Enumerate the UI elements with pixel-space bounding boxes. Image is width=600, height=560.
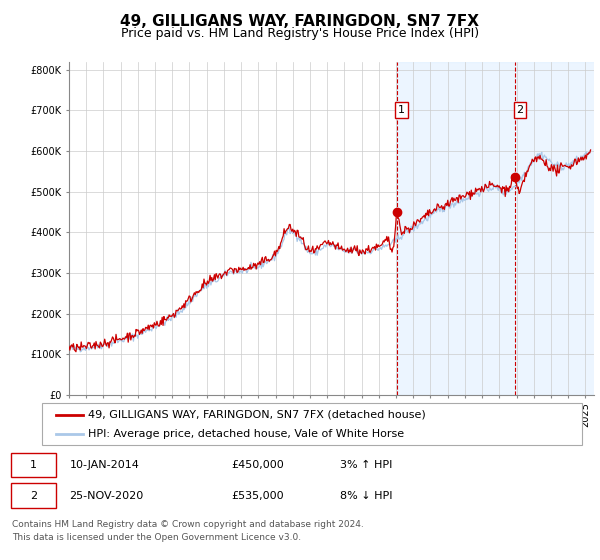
Text: 25-NOV-2020: 25-NOV-2020: [70, 491, 144, 501]
Text: 8% ↓ HPI: 8% ↓ HPI: [340, 491, 393, 501]
Text: 1: 1: [398, 105, 405, 115]
Text: £450,000: £450,000: [231, 460, 284, 470]
Bar: [397, 62, 600, 395]
Text: £535,000: £535,000: [231, 491, 284, 501]
Text: 2: 2: [30, 491, 37, 501]
Text: 49, GILLIGANS WAY, FARINGDON, SN7 7FX: 49, GILLIGANS WAY, FARINGDON, SN7 7FX: [121, 14, 479, 29]
Text: This data is licensed under the Open Government Licence v3.0.: This data is licensed under the Open Gov…: [12, 533, 301, 542]
Text: Price paid vs. HM Land Registry's House Price Index (HPI): Price paid vs. HM Land Registry's House …: [121, 27, 479, 40]
FancyBboxPatch shape: [42, 403, 582, 445]
FancyBboxPatch shape: [11, 452, 56, 477]
Text: 2: 2: [517, 105, 524, 115]
FancyBboxPatch shape: [11, 483, 56, 508]
Text: 10-JAN-2014: 10-JAN-2014: [70, 460, 139, 470]
Text: HPI: Average price, detached house, Vale of White Horse: HPI: Average price, detached house, Vale…: [88, 429, 404, 439]
Text: Contains HM Land Registry data © Crown copyright and database right 2024.: Contains HM Land Registry data © Crown c…: [12, 520, 364, 529]
Text: 3% ↑ HPI: 3% ↑ HPI: [340, 460, 392, 470]
Text: 1: 1: [30, 460, 37, 470]
Text: 49, GILLIGANS WAY, FARINGDON, SN7 7FX (detached house): 49, GILLIGANS WAY, FARINGDON, SN7 7FX (d…: [88, 409, 425, 419]
